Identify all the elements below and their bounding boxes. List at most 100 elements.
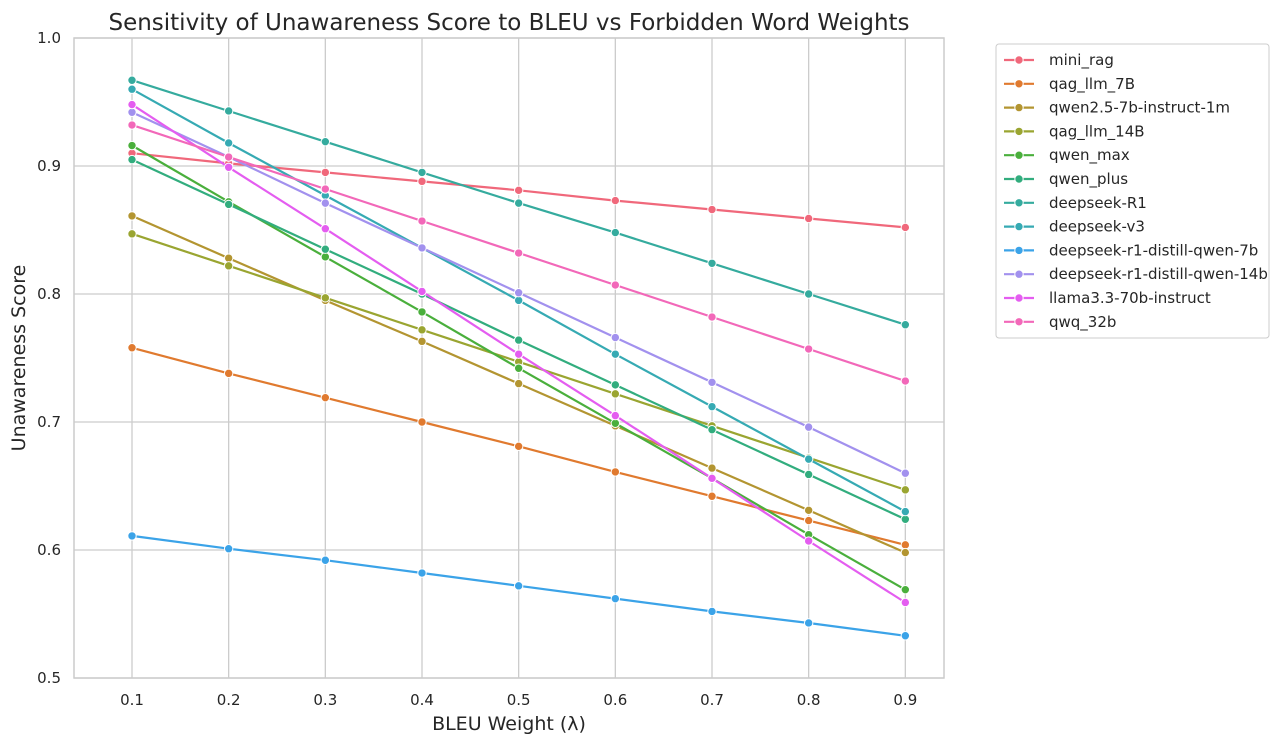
data-point xyxy=(127,531,137,541)
x-tick-label: 0.4 xyxy=(410,691,434,709)
legend-marker xyxy=(1014,198,1024,208)
data-point xyxy=(417,325,427,335)
legend-item: deepseek-r1-distill-qwen-7b xyxy=(1004,241,1258,259)
legend-marker xyxy=(1014,221,1024,232)
data-point xyxy=(320,392,331,403)
data-point xyxy=(900,485,911,495)
legend-item: qag_llm_7B xyxy=(1004,75,1135,94)
legend-item: deepseek-v3 xyxy=(1004,218,1145,236)
chart-title: Sensitivity of Unawareness Score to BLEU… xyxy=(108,10,909,36)
legend-marker xyxy=(1014,79,1024,89)
x-tick-label: 0.6 xyxy=(603,691,627,709)
data-point xyxy=(707,258,717,268)
data-point xyxy=(610,418,621,428)
data-point xyxy=(127,211,137,221)
data-point xyxy=(900,547,911,558)
data-point xyxy=(610,389,621,399)
y-axis-ticks: 0.5 0.6 0.7 0.8 0.9 1.0 xyxy=(37,29,61,687)
legend-marker xyxy=(1014,102,1024,113)
data-point xyxy=(127,107,137,117)
legend-label: mini_rag xyxy=(1049,51,1114,70)
y-tick-label: 0.8 xyxy=(37,285,61,303)
data-point xyxy=(610,332,621,343)
legend-label: deepseek-v3 xyxy=(1049,218,1145,236)
y-tick-label: 0.5 xyxy=(37,669,61,687)
data-point xyxy=(610,280,621,290)
data-point xyxy=(223,152,234,162)
legend-marker xyxy=(1014,174,1024,184)
data-point xyxy=(900,320,911,330)
legend: mini_rag qag_llm_7B qwen2.5-7b-instruct-1m… xyxy=(995,43,1270,339)
legend-item: qag_llm_14B xyxy=(1004,122,1145,141)
data-point xyxy=(610,593,621,604)
series-qwen_plus xyxy=(127,154,911,524)
data-point xyxy=(223,106,234,116)
x-tick-label: 0.7 xyxy=(700,691,724,709)
data-point xyxy=(223,368,234,379)
data-point xyxy=(610,349,621,359)
series-lines xyxy=(127,75,911,641)
data-point xyxy=(320,244,331,254)
data-point xyxy=(513,335,524,345)
data-point xyxy=(707,606,717,617)
data-point xyxy=(900,514,911,524)
data-point xyxy=(900,540,911,550)
x-tick-label: 0.8 xyxy=(797,691,821,709)
data-point xyxy=(900,376,911,386)
data-point xyxy=(223,261,234,271)
data-point xyxy=(320,198,331,208)
data-point xyxy=(513,248,524,258)
legend-item: qwen2.5-7b-instruct-1m xyxy=(1004,99,1230,117)
data-point xyxy=(223,199,234,210)
data-point xyxy=(803,213,814,224)
x-axis-label: BLEU Weight (λ) xyxy=(432,713,586,735)
legend-marker xyxy=(1014,55,1024,65)
data-point xyxy=(513,441,524,452)
data-point xyxy=(417,417,427,427)
legend-item: qwen_plus xyxy=(1004,170,1128,189)
data-point xyxy=(127,84,137,94)
data-point xyxy=(223,253,234,263)
legend-label: qag_llm_7B xyxy=(1049,75,1135,94)
data-point xyxy=(417,167,427,178)
data-point xyxy=(320,555,331,565)
legend-item: deepseek-r1-distill-qwen-14b xyxy=(1004,265,1268,283)
data-point xyxy=(223,138,234,148)
data-point xyxy=(320,252,331,262)
data-point xyxy=(127,343,137,353)
data-point xyxy=(223,544,234,554)
data-point xyxy=(900,597,911,608)
data-point xyxy=(610,380,621,390)
data-point xyxy=(127,99,137,110)
data-point xyxy=(417,336,427,347)
legend-item: mini_rag xyxy=(1004,51,1114,70)
y-tick-label: 0.6 xyxy=(37,541,61,559)
data-point xyxy=(320,136,331,147)
legend-marker xyxy=(1014,126,1024,137)
data-point xyxy=(320,184,331,194)
legend-item: deepseek-R1 xyxy=(1004,194,1147,212)
data-point xyxy=(707,377,717,388)
legend-label: qwen_plus xyxy=(1049,170,1128,189)
y-tick-label: 1.0 xyxy=(37,29,61,47)
legend-label: deepseek-R1 xyxy=(1049,194,1147,212)
legend-item: llama3.3-70b-instruct xyxy=(1004,289,1211,307)
data-point xyxy=(900,222,911,233)
data-point xyxy=(707,312,717,322)
data-point xyxy=(803,422,814,432)
data-point xyxy=(127,140,137,151)
series-deepseek-R1 xyxy=(127,75,911,330)
data-point xyxy=(513,198,524,208)
data-point xyxy=(513,363,524,373)
series-deepseek-r1-distill-qwen-7b xyxy=(127,531,911,641)
data-point xyxy=(320,224,331,234)
data-point xyxy=(127,154,137,165)
data-point xyxy=(127,75,137,85)
data-point xyxy=(417,176,427,187)
y-tick-label: 0.7 xyxy=(37,413,61,431)
data-point xyxy=(803,289,814,299)
data-point xyxy=(707,491,717,501)
series-qwq_32b xyxy=(127,120,911,386)
legend-marker xyxy=(1014,293,1024,303)
